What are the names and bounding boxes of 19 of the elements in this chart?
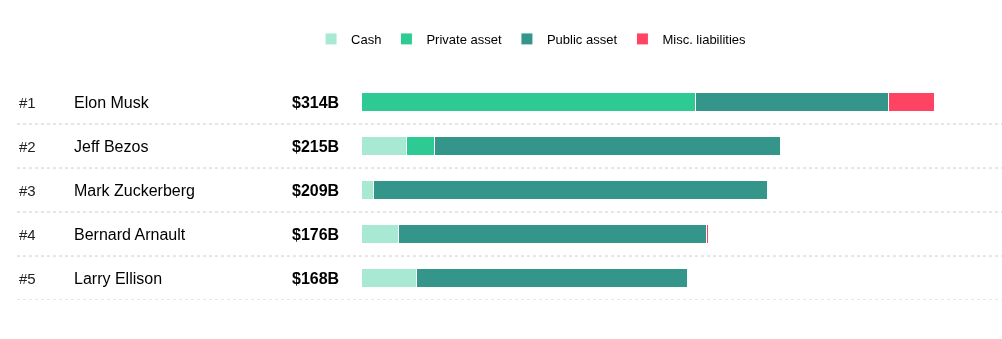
legend-label: Cash [351,32,382,48]
y-tick-label: Mark Zuckerberg [74,182,195,199]
text: #4 [19,226,36,243]
legend-label: Private asset [426,32,502,48]
text: #2 [19,138,36,155]
text: $314B [292,94,340,111]
y-tick-label: Elon Musk [74,94,150,111]
text: $209B [292,182,340,199]
text: #5 [19,270,36,287]
y-tick-label: Jeff Bezos [74,138,149,155]
text: #1 [19,94,36,111]
legend-label: Misc. liabilities [662,32,746,48]
text: $215B [292,138,340,155]
legend-label: Public asset [546,32,618,48]
text: #3 [19,182,36,199]
y-tick-label: Bernard Arnault [74,226,186,243]
y-tick-label: Larry Ellison [74,270,163,287]
text: $168B [292,270,340,287]
text: $176B [292,226,340,243]
